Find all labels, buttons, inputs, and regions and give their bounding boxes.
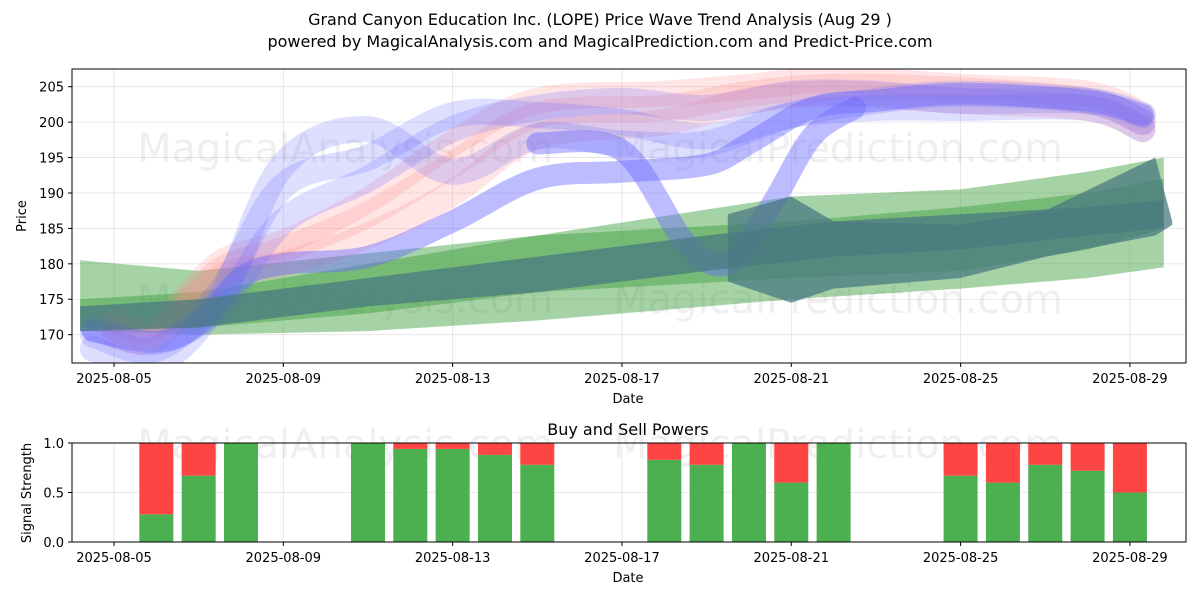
sell-bar <box>647 443 682 460</box>
signal-x-tick-label: 2025-08-05 <box>76 551 152 566</box>
buy-bar <box>393 448 428 542</box>
watermark-prediction-top: MagicalPrediction.com <box>613 126 1063 172</box>
buy-bar <box>223 443 258 542</box>
signal-x-tick-label: 2025-08-29 <box>1092 551 1168 566</box>
signal-x-axis-label: Date <box>612 571 643 586</box>
buy-bar <box>139 514 174 542</box>
price-wave-red-wave-3 <box>101 69 1156 344</box>
price-x-tick-label: 2025-08-09 <box>246 372 322 387</box>
chart-title: Grand Canyon Education Inc. (LOPE) Price… <box>308 10 892 29</box>
price-wave-blue-wave-2 <box>79 93 1156 363</box>
buy-bar <box>520 464 555 542</box>
price-x-axis-label: Date <box>612 392 643 407</box>
signal-x-tick-label: 2025-08-09 <box>246 551 322 566</box>
buy-bar <box>816 443 851 542</box>
price-wave-blue-wave-1 <box>79 80 1156 363</box>
price-x-tick-label: 2025-08-21 <box>753 372 829 387</box>
price-x-tick-label: 2025-08-25 <box>923 372 999 387</box>
price-y-axis-label: Price <box>15 200 30 232</box>
signal-plot: Buy and Sell Powers MagicalAnalysis.com … <box>20 420 1187 586</box>
signal-x-tick-label: 2025-08-13 <box>415 551 491 566</box>
price-x-tick-label: 2025-08-05 <box>76 372 152 387</box>
sell-bar <box>985 443 1020 483</box>
sell-bar <box>943 443 978 476</box>
sell-bar <box>181 443 216 476</box>
price-wave-blue-wave-3 <box>79 79 1156 356</box>
price-y-tick-label: 180 <box>39 258 64 273</box>
sell-bar <box>393 443 428 449</box>
buy-bar <box>731 443 766 542</box>
signal-plot-frame <box>71 442 1187 543</box>
sell-bar <box>477 443 512 455</box>
price-y-tick-label: 200 <box>39 116 64 131</box>
sell-bar <box>520 443 555 465</box>
price-x-tick-label: 2025-08-17 <box>584 372 660 387</box>
signal-axes: 2025-08-05 2025-08-09 2025-08-13 2025-08-17… <box>43 437 1167 566</box>
price-series <box>79 69 1173 363</box>
price-y-tick-label: 170 <box>39 329 64 344</box>
buy-bar <box>435 448 470 542</box>
chart-subtitle: powered by MagicalAnalysis.com and Magic… <box>267 32 932 51</box>
watermark-analysis-top: MagicalAnalysis.com <box>137 126 553 172</box>
price-wave-blue-trend <box>81 82 1154 353</box>
price-y-tick-label: 195 <box>39 152 64 167</box>
buy-bar <box>1112 492 1147 542</box>
price-y-tick-label: 175 <box>39 293 64 308</box>
sell-bar <box>139 443 174 515</box>
sell-bar <box>435 443 470 449</box>
sell-bar <box>1070 443 1105 471</box>
buy-bar <box>647 459 682 542</box>
price-wave-red-wave-1 <box>101 80 1156 355</box>
signal-bars <box>139 443 1147 542</box>
price-y-tick-label: 205 <box>39 81 64 96</box>
signal-y-tick-label: 0.5 <box>43 487 64 502</box>
price-x-tick-label: 2025-08-29 <box>1092 372 1168 387</box>
buy-bar <box>181 475 216 542</box>
buy-bar <box>1070 470 1105 542</box>
price-wave-red-wave-2 <box>101 73 1156 351</box>
sell-bar <box>1028 443 1063 465</box>
signal-y-tick-label: 1.0 <box>43 437 64 452</box>
buy-bar <box>774 482 809 542</box>
buy-bar <box>350 443 385 542</box>
buy-bar <box>985 482 1020 542</box>
price-axes: 2025-08-05 2025-08-09 2025-08-13 2025-08-17… <box>39 81 1168 387</box>
buy-bar <box>943 475 978 542</box>
signal-x-tick-label: 2025-08-25 <box>923 551 999 566</box>
price-y-tick-label: 185 <box>39 222 64 237</box>
signal-x-tick-label: 2025-08-17 <box>584 551 660 566</box>
signal-y-tick-label: 0.0 <box>43 536 64 551</box>
price-plot-frame <box>71 68 1187 364</box>
sell-bar <box>774 443 809 483</box>
signal-y-axis-label: Signal Strength <box>20 443 35 543</box>
buy-bar <box>1028 464 1063 542</box>
price-plot: MagicalAnalysis.com MagicalPrediction.co… <box>15 68 1187 407</box>
buy-bar <box>477 454 512 542</box>
signal-x-tick-label: 2025-08-21 <box>753 551 829 566</box>
sell-bar <box>1112 443 1147 493</box>
buy-bar <box>689 464 724 542</box>
signal-plot-title: Buy and Sell Powers <box>547 420 709 439</box>
price-band-teal-rising-band <box>727 157 1173 303</box>
price-y-tick-label: 190 <box>39 187 64 202</box>
sell-bar <box>689 443 724 465</box>
price-x-tick-label: 2025-08-13 <box>415 372 491 387</box>
